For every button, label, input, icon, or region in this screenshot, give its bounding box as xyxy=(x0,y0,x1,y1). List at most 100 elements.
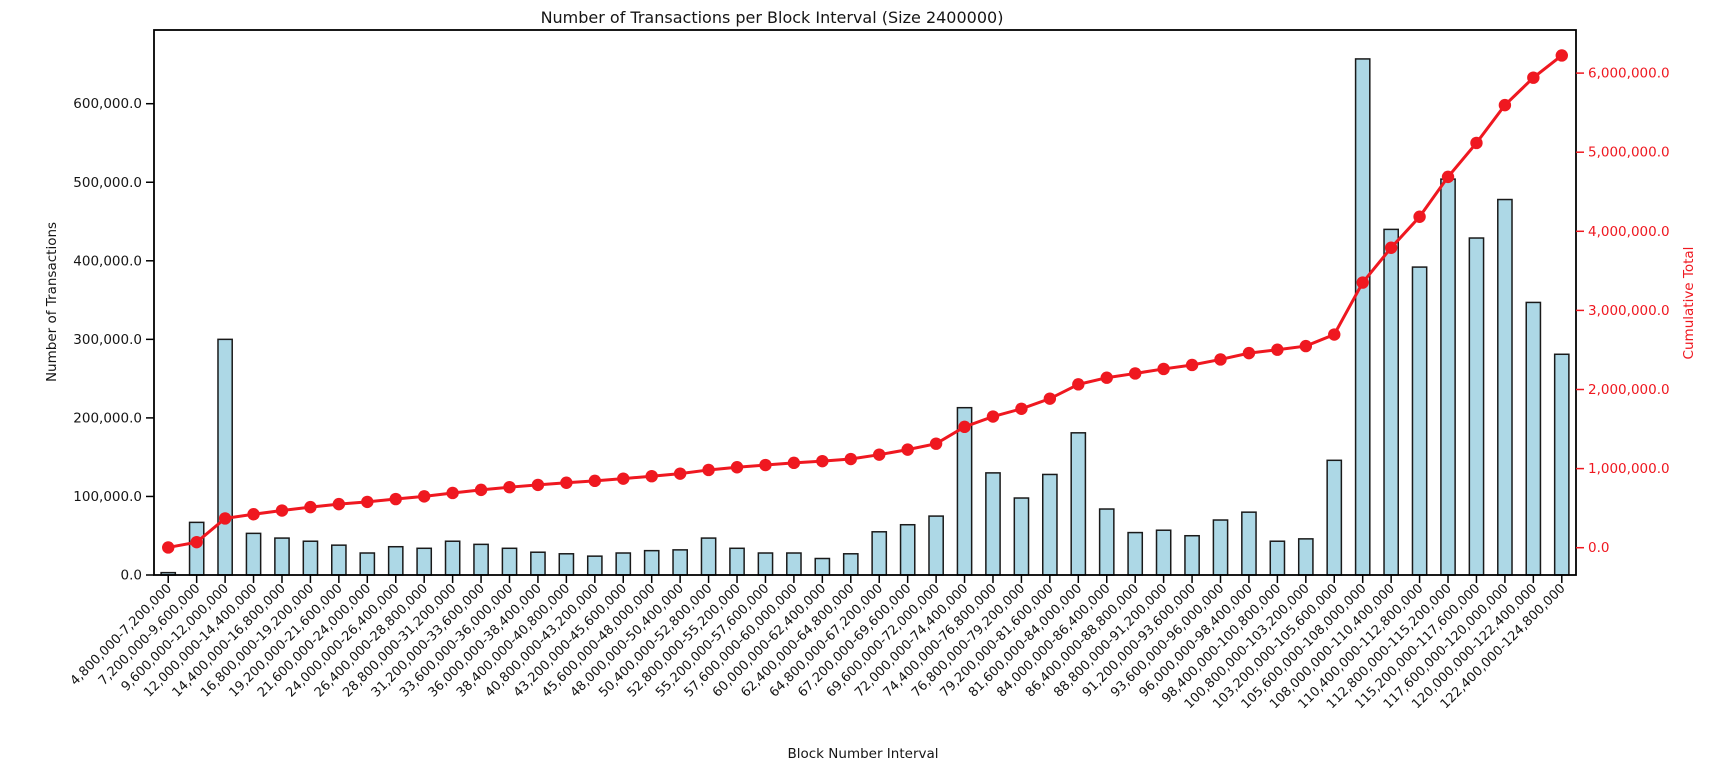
cumulative-point xyxy=(1043,392,1057,405)
cumulative-point xyxy=(1185,358,1199,372)
bar xyxy=(1525,301,1542,576)
bar xyxy=(1411,266,1428,576)
cumulative-point xyxy=(361,495,374,509)
cumulative-point xyxy=(1470,136,1483,150)
cumulative-point xyxy=(1072,378,1085,391)
bar xyxy=(1326,459,1343,576)
bar xyxy=(530,551,546,576)
cumulative-point xyxy=(1498,98,1512,112)
cumulative-point xyxy=(1271,343,1284,356)
bar xyxy=(757,552,774,576)
cumulative-point xyxy=(1100,371,1113,384)
cumulative-point xyxy=(1441,170,1455,184)
right-y-axis-label: Cumulative Total xyxy=(1681,246,1697,360)
bar xyxy=(1155,529,1172,576)
cumulative-point xyxy=(759,458,772,472)
x-axis-label: Block Number Interval xyxy=(787,746,939,762)
bar xyxy=(501,547,518,576)
cumulative-point xyxy=(986,410,1000,423)
cumulative-point xyxy=(588,474,602,488)
right-tick-label: 0.0 xyxy=(1588,540,1609,556)
bar xyxy=(188,521,205,576)
cumulative-point xyxy=(560,476,573,489)
bar xyxy=(416,547,433,576)
cumulative-point xyxy=(702,463,715,477)
bar xyxy=(359,552,376,576)
cumulative-point xyxy=(417,490,431,503)
bar xyxy=(558,553,575,576)
bar xyxy=(1127,531,1144,576)
bar xyxy=(1354,58,1371,576)
bar xyxy=(1070,432,1087,576)
cumulative-point xyxy=(873,448,886,461)
left-tick-label: 100,000.0 xyxy=(73,489,142,505)
bar xyxy=(473,543,489,576)
left-tick-label: 500,000.0 xyxy=(73,175,142,191)
right-tick-label: 2,000,000.0 xyxy=(1588,382,1670,398)
cumulative-point xyxy=(1555,49,1568,62)
bar xyxy=(615,552,632,576)
cumulative-point xyxy=(1128,367,1142,380)
bar xyxy=(1383,228,1400,576)
cumulative-point xyxy=(958,420,971,434)
right-tick-label: 3,000,000.0 xyxy=(1588,303,1670,319)
left-tick-label: 0.0 xyxy=(121,568,142,584)
bar xyxy=(985,472,1001,576)
cumulative-point xyxy=(816,454,829,468)
bar xyxy=(786,552,802,576)
bar xyxy=(1212,519,1229,576)
bar xyxy=(1184,534,1200,576)
bar xyxy=(643,549,660,576)
cumulative-point xyxy=(531,478,545,492)
cumulative-point xyxy=(247,508,260,521)
cumulative-point xyxy=(446,486,459,500)
bar xyxy=(1440,178,1456,576)
bar xyxy=(928,515,944,576)
cumulative-point xyxy=(730,461,744,474)
cumulative-point xyxy=(1328,328,1341,341)
bar xyxy=(245,532,262,576)
bar xyxy=(586,555,603,576)
bar xyxy=(331,544,347,576)
cumulative-point xyxy=(304,500,317,514)
cumulative-point xyxy=(1413,210,1426,223)
cumulative-point xyxy=(162,541,175,554)
cumulative-point xyxy=(1356,276,1369,289)
chart-title: Number of Transactions per Block Interva… xyxy=(540,8,1004,27)
cumulative-point xyxy=(901,443,914,456)
cumulative-point xyxy=(1214,353,1227,366)
right-tick-label: 1,000,000.0 xyxy=(1588,461,1670,477)
right-tick-label: 6,000,000.0 xyxy=(1588,66,1670,82)
bar xyxy=(729,547,745,576)
bar xyxy=(1013,497,1030,576)
right-tick-label: 4,000,000.0 xyxy=(1588,224,1670,240)
cumulative-point xyxy=(787,456,801,470)
bar xyxy=(1269,540,1286,576)
cumulative-point xyxy=(617,472,630,485)
left-tick-label: 200,000.0 xyxy=(73,410,142,426)
bar xyxy=(1297,538,1314,576)
bar xyxy=(871,531,888,576)
cumulative-point xyxy=(929,437,943,450)
cumulative-point xyxy=(1157,362,1170,376)
bar xyxy=(217,338,233,576)
cumulative-point xyxy=(1242,346,1256,360)
bar xyxy=(1098,508,1115,576)
left-y-axis-label: Number of Transactions xyxy=(44,221,60,383)
cumulative-point xyxy=(190,535,203,549)
left-tick-label: 300,000.0 xyxy=(73,332,142,348)
bar xyxy=(444,540,461,576)
cumulative-point xyxy=(275,504,289,517)
bar xyxy=(700,537,717,576)
left-tick-label: 600,000.0 xyxy=(73,96,142,112)
cumulative-point xyxy=(844,452,857,466)
bar xyxy=(1468,237,1485,576)
bar xyxy=(899,523,916,576)
cumulative-point xyxy=(332,497,346,511)
cumulative-point xyxy=(645,469,658,483)
right-tick-label: 5,000,000.0 xyxy=(1588,145,1670,161)
cumulative-point xyxy=(1015,402,1028,416)
cumulative-point xyxy=(218,512,232,525)
